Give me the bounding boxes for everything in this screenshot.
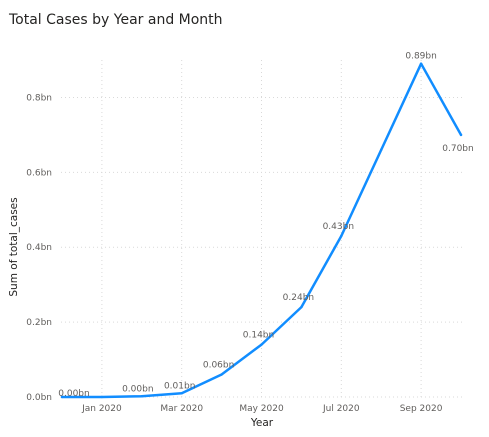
y-tick-label: 0.0bn	[26, 393, 52, 403]
data-point	[220, 373, 223, 376]
data-label: 0.43bn	[323, 222, 354, 232]
data-label: 0.14bn	[243, 331, 274, 341]
chart-title: Total Cases by Year and Month	[9, 12, 223, 28]
data-point	[380, 148, 383, 152]
series-layer	[60, 62, 463, 399]
y-tick-label: 0.4bn	[26, 243, 52, 253]
y-axis-ticks: 0.0bn 0.2bn 0.4bn 0.6bn 0.8bn	[26, 93, 52, 403]
data-point	[260, 343, 263, 346]
data-point	[419, 62, 423, 65]
x-tick-label: Sep 2020	[400, 404, 443, 414]
data-label: 0.70bn	[442, 144, 473, 154]
data-label: 0.89bn	[405, 52, 436, 62]
x-tick-label: Jul 2020	[322, 404, 360, 414]
x-tick-label: Jan 2020	[81, 404, 122, 414]
data-label: 0.00bn	[122, 384, 153, 394]
data-point	[140, 395, 143, 398]
data-labels: 0.00bn 0.00bn 0.01bn 0.06bn 0.14bn 0.24bn 0.43…	[58, 52, 473, 399]
x-tick-label: May 2020	[239, 404, 284, 414]
data-point	[340, 234, 343, 238]
grid-lines	[61, 60, 462, 398]
data-point	[60, 395, 64, 399]
x-axis-ticks: Jan 2020 Mar 2020 May 2020 Jul 2020 Sep 2020	[81, 404, 443, 414]
series-line	[60, 62, 463, 399]
y-tick-label: 0.2bn	[26, 318, 52, 328]
data-point	[300, 305, 303, 309]
y-tick-label: 0.6bn	[26, 168, 52, 178]
data-point	[459, 133, 463, 137]
data-label: 0.24bn	[283, 293, 314, 303]
y-axis-title: Sum of total_cases	[8, 197, 20, 296]
data-point	[180, 392, 183, 395]
data-label: 0.06bn	[203, 361, 234, 371]
data-label: 0.00bn	[58, 389, 89, 399]
y-tick-label: 0.8bn	[26, 93, 52, 103]
x-tick-label: Mar 2020	[160, 404, 203, 414]
data-label: 0.01bn	[164, 381, 195, 391]
data-point	[100, 395, 104, 399]
x-axis-title: Year	[250, 417, 274, 429]
